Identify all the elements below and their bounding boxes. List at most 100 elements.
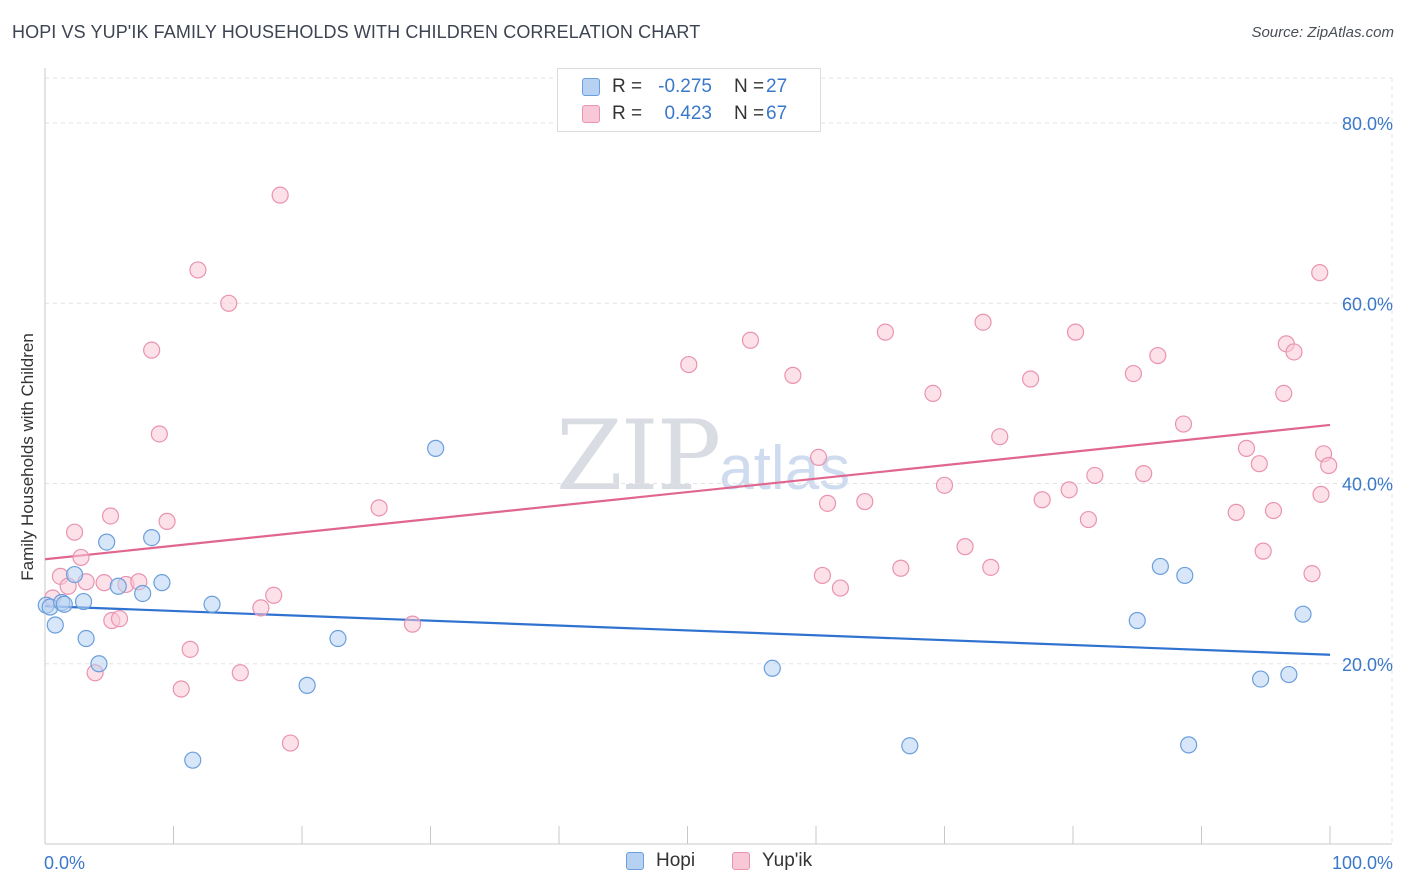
hopi-point: [203, 595, 221, 613]
source-label: Source: ZipAtlas.com: [1251, 24, 1394, 41]
hopi-point: [763, 659, 781, 677]
grid-lines: [45, 77, 1393, 844]
yupik-trend-line: [44, 423, 1331, 561]
watermark-atlas: atlas: [719, 434, 851, 503]
hopi-point: [46, 616, 64, 634]
yupik-point: [1135, 465, 1153, 483]
yupik-point: [220, 294, 238, 312]
hopi-point: [77, 629, 95, 648]
yupik-point: [1124, 364, 1142, 383]
y-tick-label: 60.0%: [1342, 294, 1393, 314]
yupik-point: [370, 499, 388, 517]
hopi-point: [1176, 566, 1194, 585]
yupik-point: [265, 586, 283, 604]
hopi-point: [1294, 605, 1312, 623]
yupik-n-label: N =: [734, 103, 765, 124]
hopi-legend-swatch: [626, 852, 644, 870]
yupik-point: [271, 186, 289, 204]
yupik-point: [181, 640, 199, 658]
hopi-point: [109, 577, 127, 595]
hopi-point: [329, 629, 347, 648]
hopi-point: [98, 533, 116, 551]
hopi-swatch: [582, 78, 600, 96]
watermark-zip: ZIP: [556, 400, 721, 512]
x-tick-label-min: 0.0%: [44, 853, 85, 873]
hopi-point: [427, 439, 445, 457]
hopi-point: [65, 565, 84, 584]
yupik-point: [101, 507, 120, 525]
yupik-point: [72, 548, 90, 567]
hopi-point: [153, 574, 171, 592]
yupik-point: [818, 494, 837, 512]
yupik-point: [809, 448, 828, 466]
yupik-point: [974, 313, 992, 331]
axes: [44, 68, 1392, 845]
y-tick-label: 20.0%: [1342, 655, 1393, 675]
yupik-point: [935, 476, 954, 494]
legend-row-hopi: R = -0.275 N = 27: [582, 75, 787, 99]
hopi-point: [90, 655, 108, 673]
yupik-point: [892, 559, 910, 577]
yupik-point: [831, 579, 850, 597]
yupik-point: [95, 574, 113, 592]
hopi-point: [1280, 665, 1298, 684]
watermark: ZIPatlas: [556, 400, 850, 512]
legend-row-yupik: R = 0.423 N = 67: [582, 102, 787, 126]
chart-title: HOPI VS YUP'IK FAMILY HOUSEHOLDS WITH CH…: [12, 22, 701, 42]
yupik-point: [231, 664, 249, 682]
hopi-point: [1128, 611, 1146, 630]
yupik-point: [1086, 466, 1104, 485]
yupik-point: [158, 512, 176, 530]
data-points: [37, 186, 1338, 769]
yupik-point: [65, 523, 84, 541]
yupik-point: [1066, 323, 1085, 341]
yupik-point: [172, 680, 190, 698]
yupik-point: [189, 261, 207, 279]
yupik-point: [281, 734, 300, 752]
hopi-n-value: 27: [766, 76, 788, 97]
yupik-point: [1275, 384, 1293, 403]
yupik-point: [1303, 565, 1321, 583]
yupik-point: [856, 492, 874, 511]
yupik-swatch: [582, 105, 600, 123]
yupik-point: [1320, 456, 1338, 475]
hopi-point: [1180, 736, 1198, 754]
legend-item-hopi: Hopi: [626, 850, 695, 872]
yupik-point: [1312, 485, 1330, 503]
yupik-point: [982, 558, 1000, 576]
yupik-point: [1237, 439, 1256, 457]
hopi-r-value: -0.275: [658, 76, 712, 97]
yupik-point: [150, 425, 168, 443]
yupik-point: [784, 366, 802, 384]
yupik-point: [876, 323, 894, 341]
yupik-point: [1033, 491, 1051, 509]
yupik-point: [252, 599, 270, 617]
hopi-point: [143, 528, 161, 547]
y-axis-title: Family Households with Children: [18, 333, 37, 581]
yupik-point: [110, 610, 129, 628]
hopi-point: [1151, 557, 1169, 576]
hopi-legend-label: Hopi: [656, 850, 696, 871]
hopi-point: [55, 595, 73, 613]
y-tick-label: 40.0%: [1342, 475, 1393, 495]
hopi-point: [74, 592, 93, 611]
yupik-point: [741, 331, 760, 349]
yupik-point: [1250, 455, 1268, 473]
yupik-point: [1079, 510, 1098, 529]
axis-labels: 20.0% 40.0% 60.0% 80.0% 0.0% 100.0% Family Hou…: [18, 114, 1393, 873]
hopi-point: [901, 737, 919, 755]
yupik-point: [1285, 343, 1303, 361]
hopi-r-label: R =: [612, 76, 643, 97]
yupik-point: [991, 428, 1009, 446]
x-tick-label-max: 100.0%: [1332, 853, 1393, 873]
yupik-point: [1264, 501, 1283, 520]
hopi-point: [1252, 670, 1270, 688]
legend-item-yupik: Yup'ik: [732, 850, 812, 872]
hopi-point: [134, 584, 152, 603]
yupik-legend-label: Yup'ik: [762, 850, 813, 871]
yupik-point: [813, 566, 832, 585]
yupik-point: [1021, 370, 1040, 388]
series-legend: Hopi Yup'ik: [0, 850, 1406, 878]
hopi-point: [298, 676, 316, 694]
